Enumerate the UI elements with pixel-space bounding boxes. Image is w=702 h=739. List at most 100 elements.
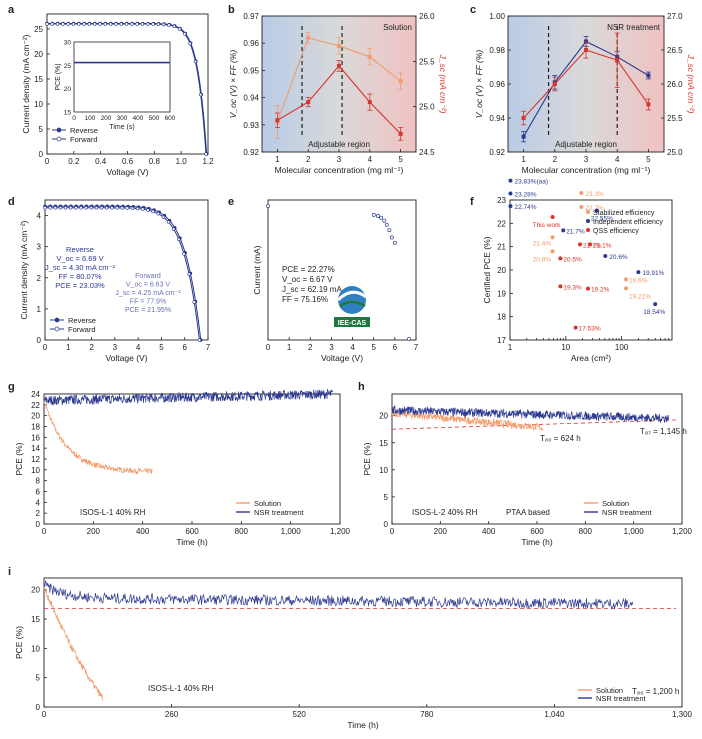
panel-f-point-label: 19.2% [591,287,610,294]
panel-c-ytick-right-label: 25.5 [667,114,683,123]
panel-h-annotation: ISOS-L-2 40% RH [412,508,478,517]
panel-a-point [145,22,150,26]
panel-h-ytick-label: 20 [379,412,388,421]
panel-d-point [135,206,140,211]
panel-d-point [110,206,114,210]
panel-e-point [387,228,392,233]
panel-b-xlabel: Molecular concentration (mg ml⁻¹) [275,165,404,175]
panel-f-ytick-label: 22 [497,219,506,228]
panel-a-inset-ytick: 20 [64,86,72,93]
panel-a-legend-label: Forward [70,135,98,144]
panel-c-xtick-label: 1 [521,155,526,164]
panel-a-point [183,32,187,36]
panel-f-point-label: 23.83%(aa) [514,179,548,186]
panel-h-ytick-label: 15 [379,439,388,448]
panel-a-point [188,41,192,46]
panel-a-inset-xtick: 600 [165,115,176,122]
panel-a-xtick-label: 0.2 [68,157,80,166]
panel-b-ytick-right-label: 25.5 [419,57,435,66]
panel-letter-d: d [8,196,15,208]
panel-a-xtick-label: 1.0 [176,157,188,166]
panel-d-xtick-label: 7 [206,343,211,352]
panel-f-point [578,242,583,247]
panel-h-ytick-label: 0 [384,520,389,529]
panel-d-reverse-label: PCE = 23.03% [55,281,105,290]
panel-g-legend-label: Solution [254,499,281,508]
panel-d-xtick-label: 1 [66,343,71,352]
panel-i-series-nsr [43,580,634,610]
panel-e-label: PCE = 22.27% [282,265,335,274]
panel-d-point [187,272,191,276]
panel-f-xtick-label: 1 [508,343,513,352]
panel-f-point [558,256,563,261]
panel-d-point [141,207,145,211]
panel-c-xtick-label: 5 [646,155,651,164]
panel-i-frame [43,577,683,708]
panel-g-ytick-label: 8 [36,477,41,486]
panel-f-point-label: 20.6% [609,254,628,261]
panel-b-ylabel-left: V_oc (V) × FF (%) [228,50,238,119]
panel-g-ytick-label: 16 [31,433,40,442]
panel-d-xlabel: Voltage (V) [105,353,147,363]
panel-d-point [89,206,94,210]
panel-letter-g: g [8,381,15,393]
panel-f-point [603,254,608,258]
panel-c-marker [615,58,620,63]
panel-d-point [130,206,135,210]
panel-c-marker [646,102,651,107]
panel-c-annotation: NSR treatment [607,23,661,32]
panel-g-ytick-label: 2 [36,509,41,518]
panel-b-xtick-label: 4 [368,155,373,164]
panel-d-point [120,206,124,210]
panel-d-point [58,206,63,210]
panel-h-xtick-label: 1,200 [672,527,693,536]
panel-b-ytick-left-label: 0.95 [243,66,259,75]
panel-b-marker [306,100,311,105]
panel-a-point [61,22,65,26]
panel-f-point [624,277,629,282]
panel-g-ytick-label: 22 [31,401,40,410]
panel-a-inset-ytick: 25 [64,63,72,70]
panel-h-legend-label: NSR treatment [602,508,653,517]
panel-a-point [172,24,176,29]
panel-a-inset-xtick: 400 [133,115,144,122]
panel-f-point-label: 20.8% [533,256,552,263]
panel-e-point [384,222,389,227]
panel-i-ytick-label: 20 [31,586,40,595]
panel-f-xtick-label: 100 [615,343,629,352]
panel-d-point [151,209,155,214]
panel-a-inset-xtick: 200 [101,115,112,122]
panel-c-ytick-right-label: 27.0 [667,12,683,21]
panel-f-point [653,302,658,307]
panel-e-label: J_sc = 62.19 mA [282,285,342,294]
panel-g-ytick-label: 0 [36,520,41,529]
panel-g-series-solution [43,399,153,475]
panel-f-point [573,325,578,330]
panel-b-ylabel-right: J_sc (mA cm⁻²) [438,54,448,114]
panel-i-legend-label: NSR treatment [596,694,647,703]
panel-c-marker [521,134,526,139]
panel-f-point-label: 23.28% [514,191,536,198]
panel-d-ytick-label: 4 [37,212,42,221]
panel-a-point [167,23,171,27]
panel-d-forward-label: FF = 77.9% [130,299,166,306]
panel-e-xtick-label: 1 [287,343,292,352]
panel-d-point [125,206,130,210]
panel-f-point [550,215,555,220]
panel-f-legend-label: Stabilized efficiency [593,210,655,217]
panel-a-point [119,22,123,26]
panel-c-ytick-left-label: 0.92 [489,148,505,157]
panel-e-xtick-label: 0 [266,343,271,352]
panel-f-point [594,208,599,213]
panel-f-ytick-label: 19 [497,289,506,298]
panel-f-point-label: 21.1% [593,242,612,249]
panel-c-ytick-right-label: 26.5 [667,46,683,55]
panel-c-ytick-left-label: 0.94 [489,114,505,123]
panel-h-threshold-line [391,419,677,430]
panel-d-forward-label: V_oc = 6.63 V [126,282,171,289]
panel-f-point-label: 22.74% [514,204,536,211]
panel-d-reverse-label: Reverse [66,245,94,254]
panel-h-xtick-label: 200 [434,527,448,536]
panel-d-legend-marker [54,317,60,323]
panel-d-point [182,252,186,256]
